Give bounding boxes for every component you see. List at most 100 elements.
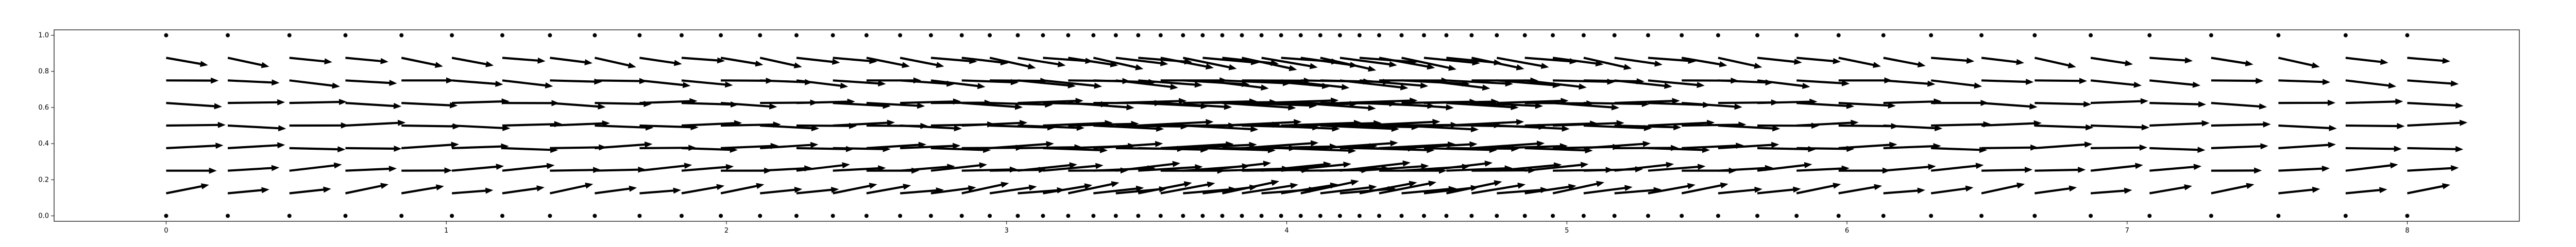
vector-arrow [345, 166, 397, 172]
vector-arrow [989, 184, 1037, 195]
zero-vector-dot [1181, 33, 1185, 38]
vector-arrow [2091, 124, 2149, 131]
vector-arrow [2345, 187, 2387, 195]
zero-vector-dot [794, 33, 799, 38]
vector-arrow [1797, 165, 1850, 172]
vector-arrow [1682, 167, 1737, 174]
vector-arrow [721, 143, 778, 149]
vector-arrow [1068, 57, 1118, 67]
vector-arrow [796, 187, 839, 195]
vector-arrow [866, 167, 920, 174]
vector-arrow [1160, 141, 1234, 149]
zero-vector-dot [1881, 214, 1886, 218]
zero-vector-dot [1755, 33, 1759, 38]
vector-arrow [2278, 79, 2331, 85]
vector-arrow [1320, 140, 1398, 149]
vector-arrow [1718, 57, 1762, 69]
vector-arrow [1115, 161, 1181, 172]
vector-arrow [1682, 77, 1739, 84]
vector-arrow [1242, 57, 1297, 72]
vector-arrow [1446, 119, 1524, 127]
vector-arrow [1115, 79, 1178, 90]
vector-arrow [1583, 140, 1651, 149]
vector-arrow [2034, 57, 2076, 68]
vector-arrow [1757, 79, 1810, 89]
zero-vector-dot [1612, 33, 1617, 38]
vector-arrow [1497, 143, 1568, 150]
vector-arrow [1981, 120, 2042, 127]
vector-arrow [796, 57, 840, 65]
vector-arrow [1379, 181, 1437, 195]
zero-vector-dot [1421, 214, 1426, 218]
vector-arrow [1359, 57, 1418, 65]
vector-arrow [1043, 120, 1113, 127]
zero-vector-dot [1015, 33, 1020, 38]
vector-arrow [1138, 181, 1192, 195]
vector-arrow [1583, 124, 1652, 131]
vector-arrow [1242, 183, 1298, 195]
zero-vector-dot [2089, 214, 2093, 218]
vector-arrow [1838, 57, 1881, 68]
vector-arrow [1497, 187, 1549, 195]
vector-arrow [760, 165, 812, 172]
vector-arrow [289, 186, 331, 195]
vector-arrow [1614, 124, 1682, 131]
vector-arrow [1648, 57, 1696, 64]
zero-vector-dot [1298, 214, 1303, 218]
vector-arrow [1043, 57, 1093, 64]
vector-arrow [639, 163, 692, 172]
vector-arrow [2407, 79, 2459, 87]
vector-arrow [1379, 57, 1435, 70]
vector-arrow [1423, 57, 1480, 66]
vector-arrow [1093, 140, 1163, 149]
vector-arrow [1018, 144, 1082, 151]
vector-arrow [401, 57, 443, 68]
zero-vector-dot [287, 33, 292, 38]
vector-arrow [681, 164, 734, 172]
vector-arrow [401, 123, 461, 130]
vector-arrow [930, 185, 976, 195]
y-tick-label: 0.8 [38, 68, 49, 76]
vector-arrow [1018, 124, 1084, 131]
vector-arrow [2211, 57, 2253, 66]
vector-arrow [1718, 186, 1762, 195]
vector-arrow [1340, 79, 1409, 91]
vector-arrow [681, 57, 725, 64]
vector-arrow [2345, 57, 2388, 65]
vector-arrow [1222, 57, 1279, 66]
x-tick-label: 4 [1284, 227, 1289, 235]
vector-arrow [930, 162, 987, 172]
vector-arrow [1300, 179, 1359, 195]
vector-arrow [2278, 99, 2336, 106]
vector-arrow [2278, 57, 2320, 68]
vector-arrow [401, 142, 459, 149]
zero-vector-dot [2089, 33, 2093, 38]
zero-vector-dot [1716, 33, 1720, 38]
vector-arrow [1423, 79, 1490, 91]
vector-arrow [720, 57, 764, 67]
vector-arrow [1757, 98, 1818, 105]
vector-arrow [990, 101, 1053, 108]
zero-vector-dot [287, 214, 292, 218]
vector-arrow [1648, 101, 1711, 108]
vector-arrow [166, 102, 222, 110]
vector-arrow [595, 101, 652, 107]
x-tick-label: 5 [1565, 227, 1569, 235]
vector-arrow [681, 101, 739, 108]
vector-arrow [1043, 163, 1104, 172]
zero-vector-dot [1181, 214, 1185, 218]
vector-arrow [681, 120, 742, 127]
zero-vector-dot [1794, 33, 1799, 38]
vector-arrow [2211, 102, 2267, 110]
vector-arrow [1681, 182, 1728, 195]
vector-arrow [1524, 184, 1577, 195]
zero-vector-dot [719, 214, 723, 218]
vector-arrow [1401, 79, 1470, 87]
zero-vector-dot [1929, 33, 1934, 38]
vector-arrow [1883, 79, 1936, 87]
vector-arrow [1981, 57, 2024, 65]
vector-arrow [1718, 165, 1773, 172]
zero-vector-dot [343, 33, 348, 38]
vector-arrow [1718, 124, 1781, 132]
vector-arrow [833, 146, 891, 152]
